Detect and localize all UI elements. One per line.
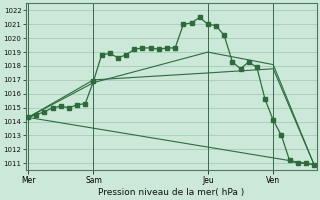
X-axis label: Pression niveau de la mer( hPa ): Pression niveau de la mer( hPa ) bbox=[98, 188, 244, 197]
